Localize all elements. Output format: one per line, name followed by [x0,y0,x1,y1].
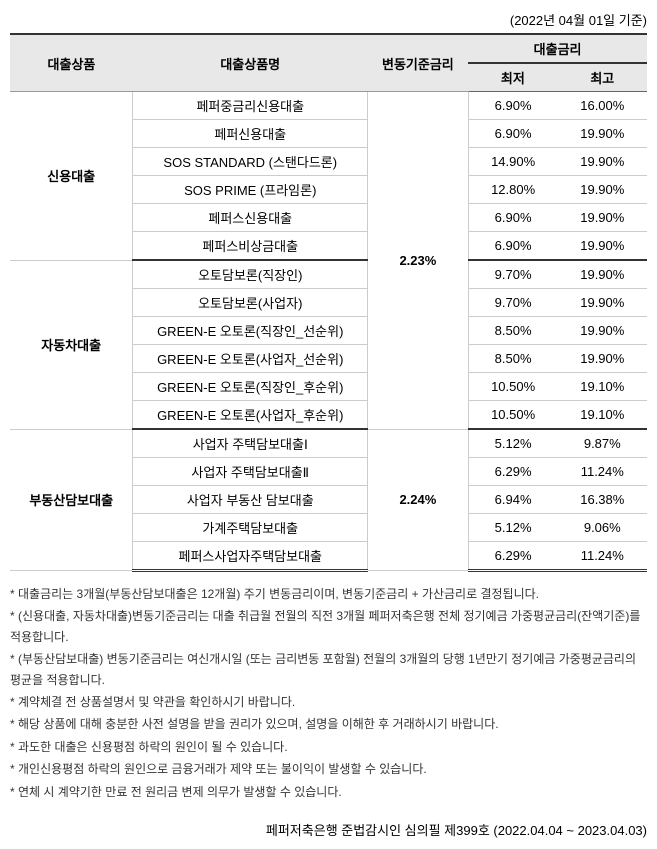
product-name-cell: GREEN-E 오토론(사업자_선순위) [133,345,368,373]
max-rate-cell: 19.90% [558,260,647,289]
min-rate-cell: 6.90% [468,120,557,148]
min-rate-cell: 9.70% [468,260,557,289]
header-base-rate: 변동기준금리 [368,34,469,92]
product-name-cell: 사업자 주택담보대출Ⅰ [133,429,368,458]
notes-section: * 대출금리는 3개월(부동산담보대출은 12개월) 주기 변동금리이며, 변동… [10,584,647,802]
product-name-cell: SOS PRIME (프라임론) [133,176,368,204]
base-rate-cell: 2.24% [368,429,469,571]
max-rate-cell: 11.24% [558,542,647,571]
max-rate-cell: 19.90% [558,289,647,317]
min-rate-cell: 6.94% [468,486,557,514]
header-loan-rate: 대출금리 [468,34,647,63]
min-rate-cell: 10.50% [468,401,557,430]
note-line: * 과도한 대출은 신용평점 하락의 원인이 될 수 있습니다. [10,737,647,757]
max-rate-cell: 19.90% [558,176,647,204]
note-line: * 연체 시 계약기한 만료 전 원리금 변제 의무가 발생할 수 있습니다. [10,782,647,802]
max-rate-cell: 9.06% [558,514,647,542]
product-name-cell: 페퍼스비상금대출 [133,232,368,261]
category-cell: 신용대출 [10,92,133,261]
product-name-cell: 오토담보론(직장인) [133,260,368,289]
min-rate-cell: 8.50% [468,345,557,373]
max-rate-cell: 9.87% [558,429,647,458]
product-name-cell: GREEN-E 오토론(직장인_선순위) [133,317,368,345]
product-name-cell: 오토담보론(사업자) [133,289,368,317]
header-product: 대출상품 [10,34,133,92]
min-rate-cell: 8.50% [468,317,557,345]
category-cell: 부동산담보대출 [10,429,133,571]
note-line: * 계약체결 전 상품설명서 및 약관을 확인하시기 바랍니다. [10,692,647,712]
max-rate-cell: 19.10% [558,401,647,430]
product-name-cell: 페퍼스신용대출 [133,204,368,232]
product-name-cell: 페퍼중금리신용대출 [133,92,368,120]
max-rate-cell: 19.10% [558,373,647,401]
product-name-cell: 사업자 부동산 담보대출 [133,486,368,514]
header-min: 최저 [468,63,557,92]
min-rate-cell: 5.12% [468,514,557,542]
product-name-cell: GREEN-E 오토론(직장인_후순위) [133,373,368,401]
product-name-cell: GREEN-E 오토론(사업자_후순위) [133,401,368,430]
min-rate-cell: 10.50% [468,373,557,401]
max-rate-cell: 19.90% [558,345,647,373]
min-rate-cell: 6.90% [468,92,557,120]
note-line: * (신용대출, 자동차대출)변동기준금리는 대출 취급월 전월의 직전 3개월… [10,606,647,647]
footer-text: 페퍼저축은행 준법감시인 심의필 제399호 (2022.04.04 ~ 202… [10,820,647,839]
max-rate-cell: 19.90% [558,148,647,176]
product-name-cell: 페퍼신용대출 [133,120,368,148]
header-name: 대출상품명 [133,34,368,92]
min-rate-cell: 6.29% [468,458,557,486]
min-rate-cell: 6.29% [468,542,557,571]
max-rate-cell: 19.90% [558,120,647,148]
min-rate-cell: 6.90% [468,204,557,232]
min-rate-cell: 12.80% [468,176,557,204]
loan-rate-table: 대출상품 대출상품명 변동기준금리 대출금리 최저 최고 신용대출페퍼중금리신용… [10,33,647,572]
max-rate-cell: 11.24% [558,458,647,486]
note-line: * 대출금리는 3개월(부동산담보대출은 12개월) 주기 변동금리이며, 변동… [10,584,647,604]
max-rate-cell: 19.90% [558,232,647,261]
min-rate-cell: 5.12% [468,429,557,458]
note-line: * 해당 상품에 대해 충분한 사전 설명을 받을 권리가 있으며, 설명을 이… [10,714,647,734]
max-rate-cell: 16.38% [558,486,647,514]
min-rate-cell: 9.70% [468,289,557,317]
product-name-cell: 페퍼스사업자주택담보대출 [133,542,368,571]
max-rate-cell: 19.90% [558,317,647,345]
base-rate-cell: 2.23% [368,92,469,430]
note-line: * 개인신용평점 하락의 원인으로 금융거래가 제약 또는 불이익이 발생할 수… [10,759,647,779]
note-line: * (부동산담보대출) 변동기준금리는 여신개시일 (또는 금리변동 포함월) … [10,649,647,690]
min-rate-cell: 6.90% [468,232,557,261]
product-name-cell: 가계주택담보대출 [133,514,368,542]
product-name-cell: SOS STANDARD (스탠다드론) [133,148,368,176]
product-name-cell: 사업자 주택담보대출Ⅱ [133,458,368,486]
header-max: 최고 [558,63,647,92]
max-rate-cell: 19.90% [558,204,647,232]
max-rate-cell: 16.00% [558,92,647,120]
category-cell: 자동차대출 [10,260,133,429]
min-rate-cell: 14.90% [468,148,557,176]
date-header: (2022년 04월 01일 기준) [10,10,647,29]
